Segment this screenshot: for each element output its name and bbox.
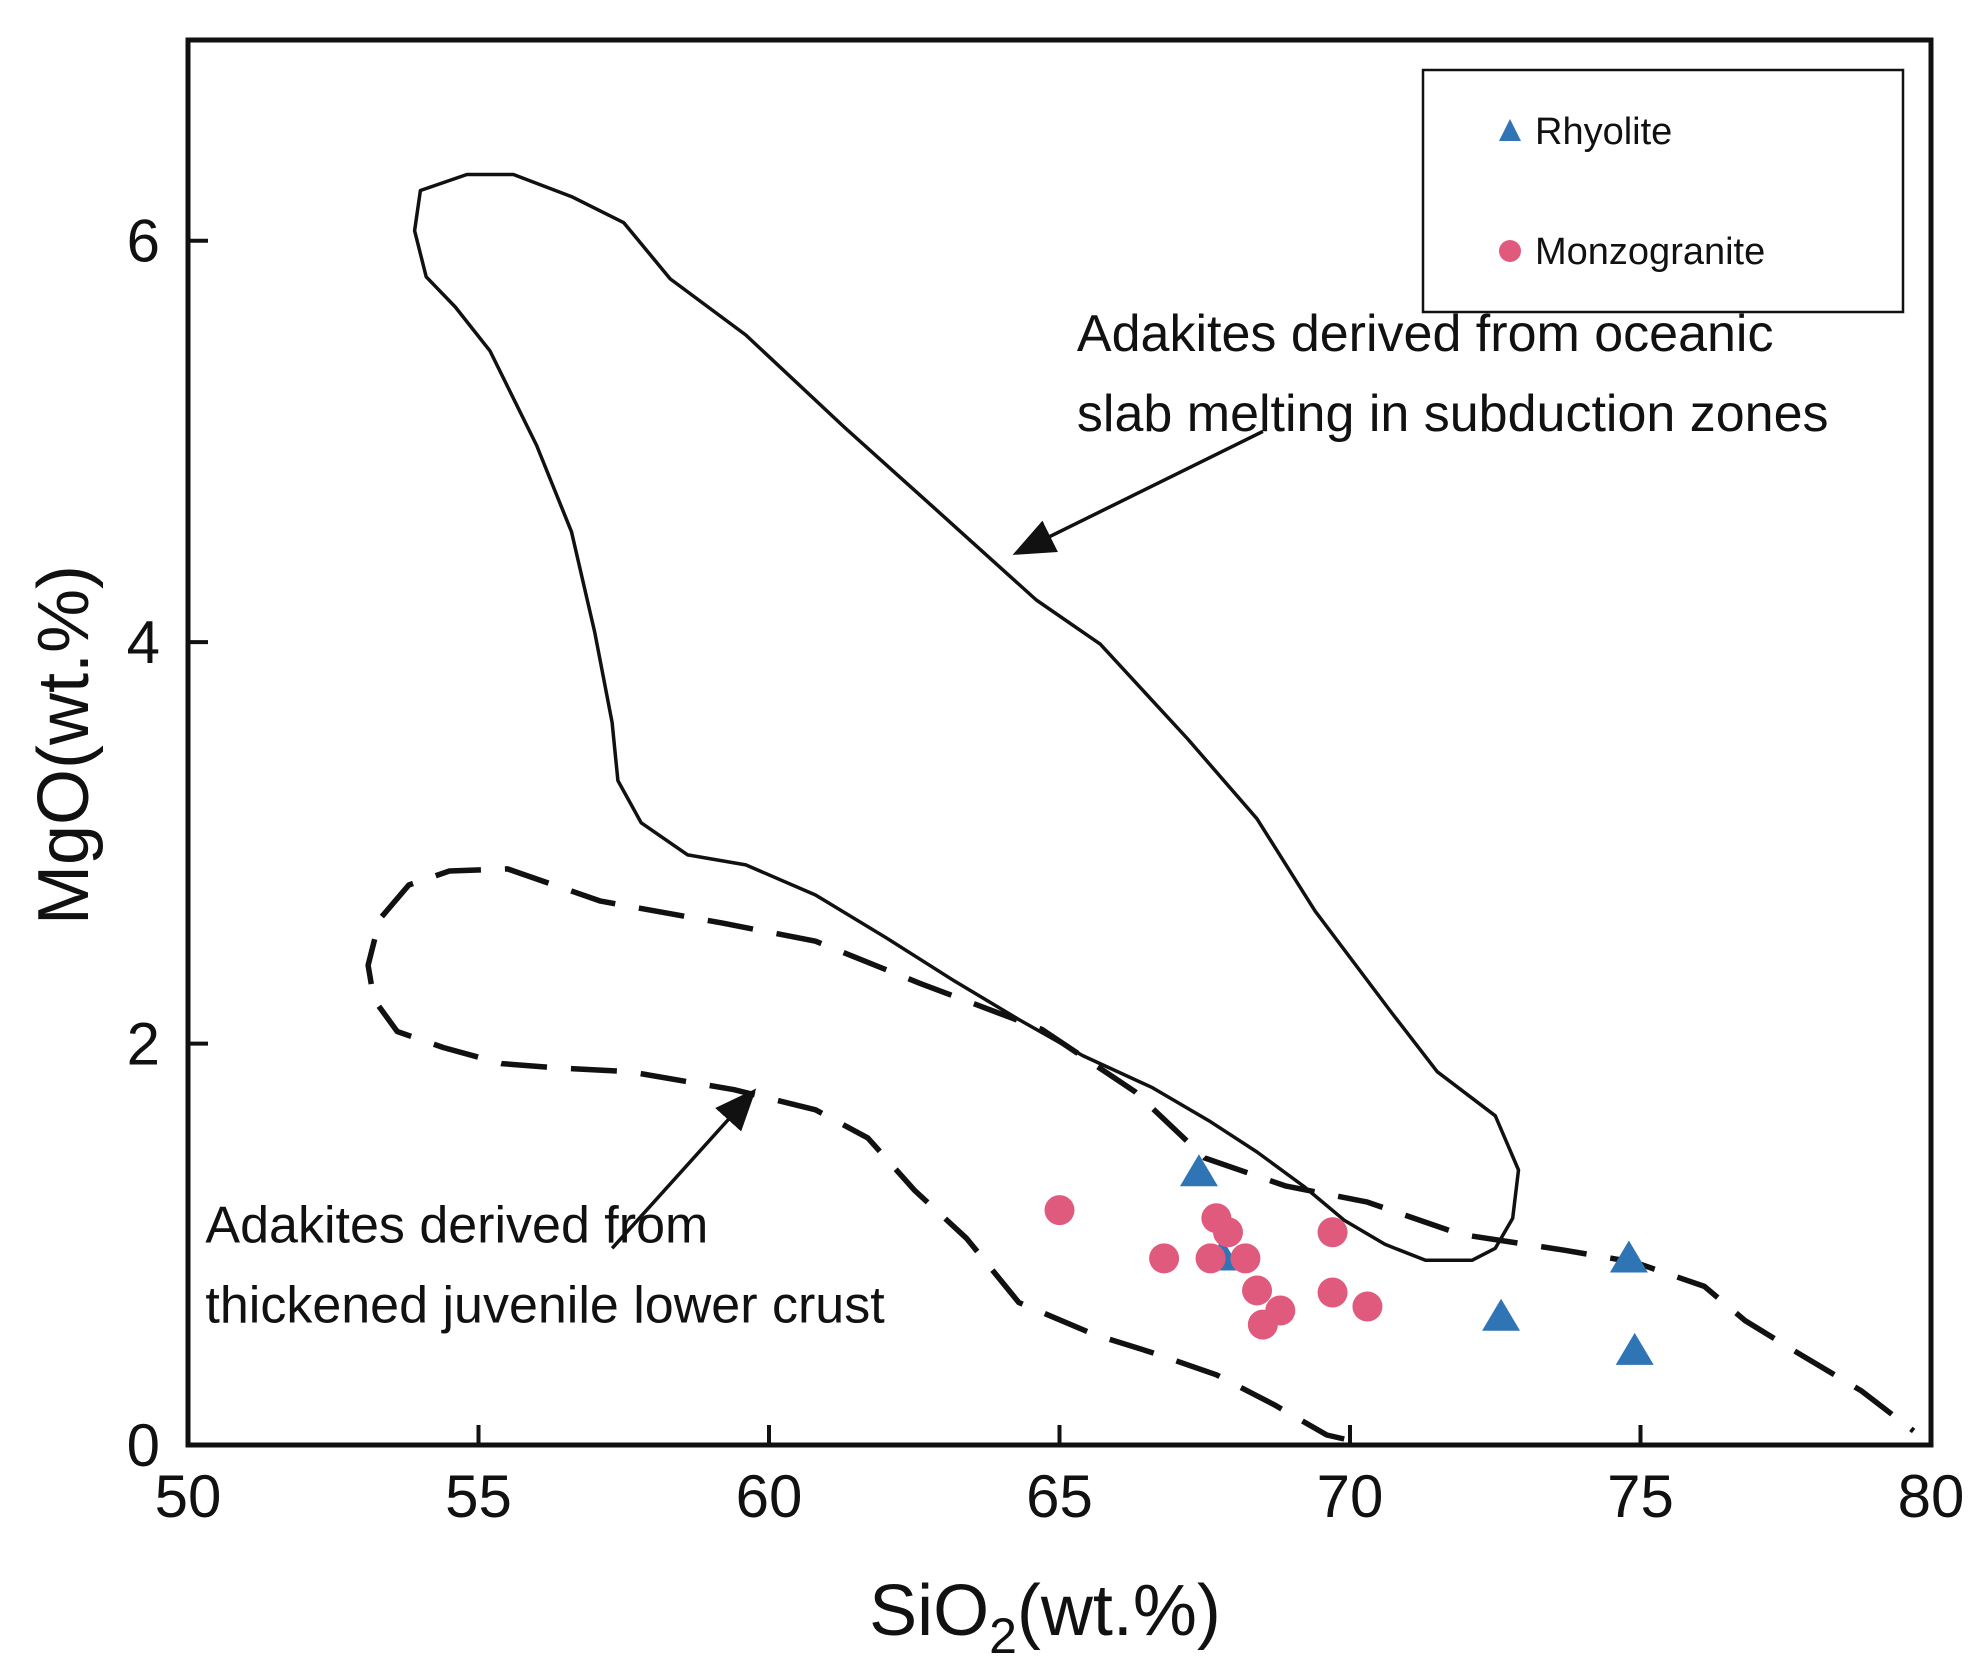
annotation-1-line-2: slab melting in subduction zones (1077, 385, 1829, 443)
x-ticks: 50 55 60 65 70 75 80 (155, 1425, 1965, 1530)
y-axis-title: MgO(wt.%) (24, 565, 104, 925)
legend-monzogranite-label: Monzogranite (1535, 231, 1765, 273)
field-regions (365, 172, 1916, 1442)
legend-box (1421, 68, 1905, 314)
monzogranite-point (1230, 1243, 1261, 1274)
monzogranite-point (1195, 1243, 1226, 1274)
annotation-2-line-2: thickened juvenile lower crust (205, 1276, 885, 1334)
legend-monzogranite-marker (1499, 240, 1521, 262)
x-tick-label: 50 (155, 1463, 222, 1530)
monzogranite-point (1352, 1291, 1383, 1322)
y-tick-label: 0 (127, 1412, 160, 1479)
annotation-texts: Adakites derived from oceanic slab meltin… (205, 305, 1828, 1334)
x-axis-title-main: SiO (869, 1571, 989, 1651)
monzogranite-point (1044, 1195, 1075, 1226)
monzogranite-point (1317, 1277, 1348, 1308)
y-tick-label: 4 (127, 609, 160, 676)
rhyolite-point (1482, 1298, 1521, 1331)
annotation-arrows (610, 429, 1264, 1250)
x-tick-label: 65 (1026, 1463, 1093, 1530)
x-tick-label: 60 (736, 1463, 803, 1530)
annotation-1-line-1: Adakites derived from oceanic (1077, 305, 1774, 363)
rhyolite-point (1609, 1240, 1648, 1273)
juvenile-crust-field (365, 866, 1916, 1442)
x-axis-title-subscript: 2 (989, 1608, 1017, 1664)
legend-rhyolite-label: Rhyolite (1535, 111, 1672, 153)
monzogranite-point (1317, 1217, 1348, 1248)
monzogranite-point (1242, 1275, 1273, 1306)
x-tick-label: 80 (1898, 1463, 1965, 1530)
x-tick-label: 55 (445, 1463, 512, 1530)
x-axis-title: SiO2(wt.%) (869, 1571, 1221, 1664)
x-tick-label: 75 (1607, 1463, 1674, 1530)
rhyolite-point (1615, 1332, 1654, 1365)
x-tick-label: 70 (1317, 1463, 1384, 1530)
legend-rhyolite-marker (1499, 119, 1521, 141)
y-ticks: 0 2 4 6 (127, 208, 208, 1479)
y-tick-label: 2 (127, 1011, 160, 1078)
y-tick-label: 6 (127, 208, 160, 275)
oceanic-slab-field (412, 172, 1521, 1263)
annotation-arrow-2 (610, 1088, 757, 1250)
rhyolite-point (1179, 1154, 1218, 1187)
monzogranite-point (1265, 1295, 1296, 1326)
annotation-2-line-1: Adakites derived from (205, 1196, 708, 1254)
monzogranite-point (1149, 1243, 1180, 1274)
data-points (1044, 1154, 1654, 1365)
annotation-arrow-1 (1012, 429, 1264, 555)
monzogranite-point (1212, 1217, 1243, 1248)
x-axis-title-tail: (wt.%) (1017, 1571, 1221, 1651)
legend: Rhyolite Monzogranite (1421, 68, 1905, 314)
